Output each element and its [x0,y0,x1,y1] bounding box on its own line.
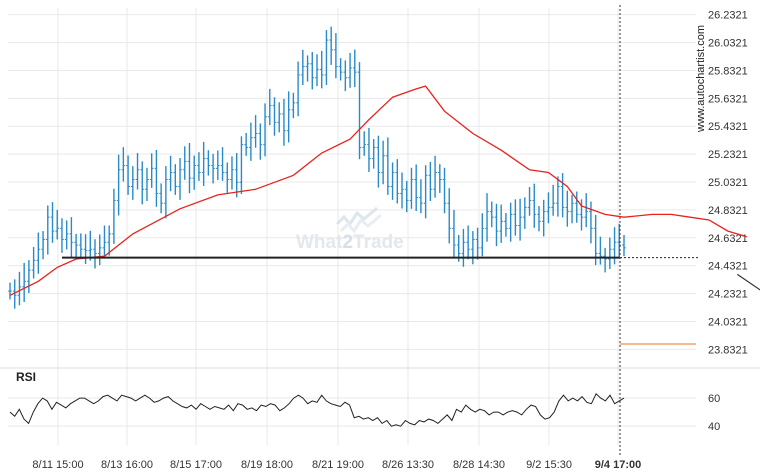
time-tick-label: 8/28 14:30 [453,459,505,471]
price-tick-label: 23.8321 [708,344,748,356]
rsi-axis: 60 40 [708,393,720,433]
price-tick-label: 25.2321 [708,149,748,161]
price-tick-label: 24.2321 [708,289,748,301]
price-tick-label: 25.4321 [708,121,748,133]
price-tick-label: 26.2321 [708,10,748,22]
rsi-line [9,392,625,427]
rsi-title: RSI [16,370,36,384]
price-tick-label: 24.0321 [708,316,748,328]
time-tick-label: 8/13 16:00 [101,459,153,471]
rsi-tick-label: 60 [708,393,720,405]
watermark-icon [335,206,382,234]
price-tick-label: 25.8321 [708,65,748,77]
price-tick-label: 26.0321 [708,38,748,50]
time-tick-label: 9/2 15:30 [526,459,572,471]
price-series [8,26,626,309]
price-tick-label: 24.4321 [708,261,748,273]
time-tick-label: 8/11 15:00 [32,459,83,471]
price-tick-label: 24.8321 [708,205,748,217]
levels-layer [62,256,760,345]
time-axis: 8/11 15:00 8/13 16:00 8/15 17:00 8/19 18:00… [32,459,641,471]
price-tick-label: 25.0321 [708,177,748,189]
time-tick-label: 8/15 17:00 [170,459,222,471]
watermark-text: What2Trade [296,232,404,253]
price-tick-label: 25.6321 [708,93,748,105]
site-label: www.autochartist.com [695,25,707,133]
moving-average-line [9,85,747,296]
watermark-logo: What2Trade [296,206,404,253]
price-axis: 26.2321 26.0321 25.8321 25.6321 25.4321 25.23… [708,10,748,357]
time-tick-label: 8/26 13:30 [382,459,434,471]
projection-arrow [737,273,760,291]
time-tick-label: 8/21 19:00 [312,459,364,471]
rsi-tick-label: 40 [708,421,720,433]
price-tick-label: 24.6321 [708,233,748,245]
time-tick-label: 9/4 17:00 [595,459,641,471]
time-tick-label: 8/19 18:00 [241,459,293,471]
